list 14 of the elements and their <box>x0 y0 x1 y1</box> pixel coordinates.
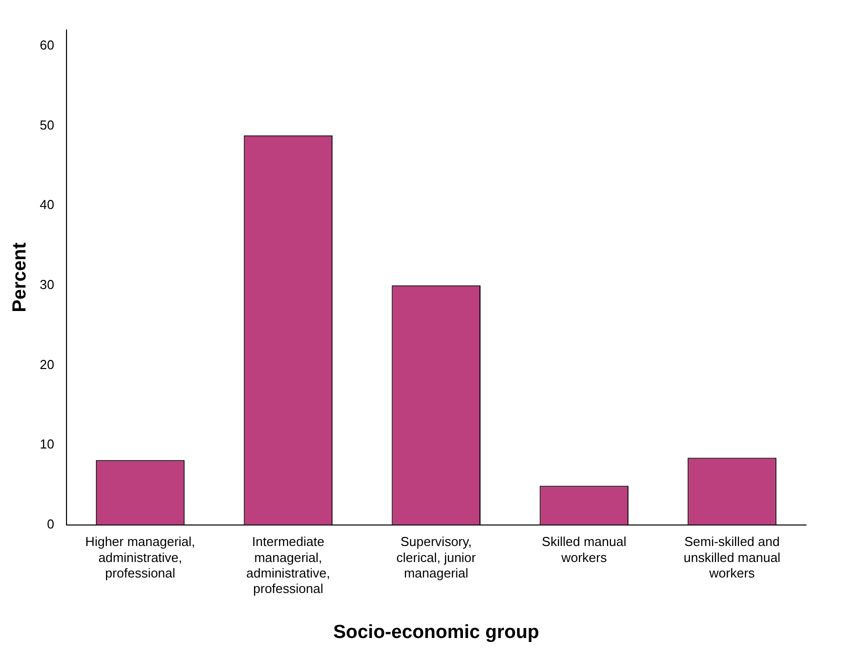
y-tick-label: 0 <box>47 516 54 532</box>
x-tick-label: Higher managerial, administrative, professional <box>85 534 196 580</box>
y-axis-title: Percent <box>10 242 31 312</box>
y-tick-label: 60 <box>40 38 54 53</box>
x-axis-title: Socio-economic group <box>333 622 540 643</box>
y-tick-label: 10 <box>40 436 54 452</box>
x-tick-label: Skilled manual workers <box>542 534 626 565</box>
x-tick-label: Intermediate managerial, administrative, professional <box>246 534 330 596</box>
x-tick-label: Semi-skilled and unskilled manual workers <box>684 534 781 580</box>
y-tick-label: 20 <box>40 356 54 372</box>
y-tick-label: 50 <box>40 117 54 132</box>
x-tick-label: Supervisory, clerical, junior managerial <box>396 534 477 580</box>
y-tick-label: 40 <box>40 197 54 212</box>
y-tick-label: 30 <box>40 276 54 292</box>
